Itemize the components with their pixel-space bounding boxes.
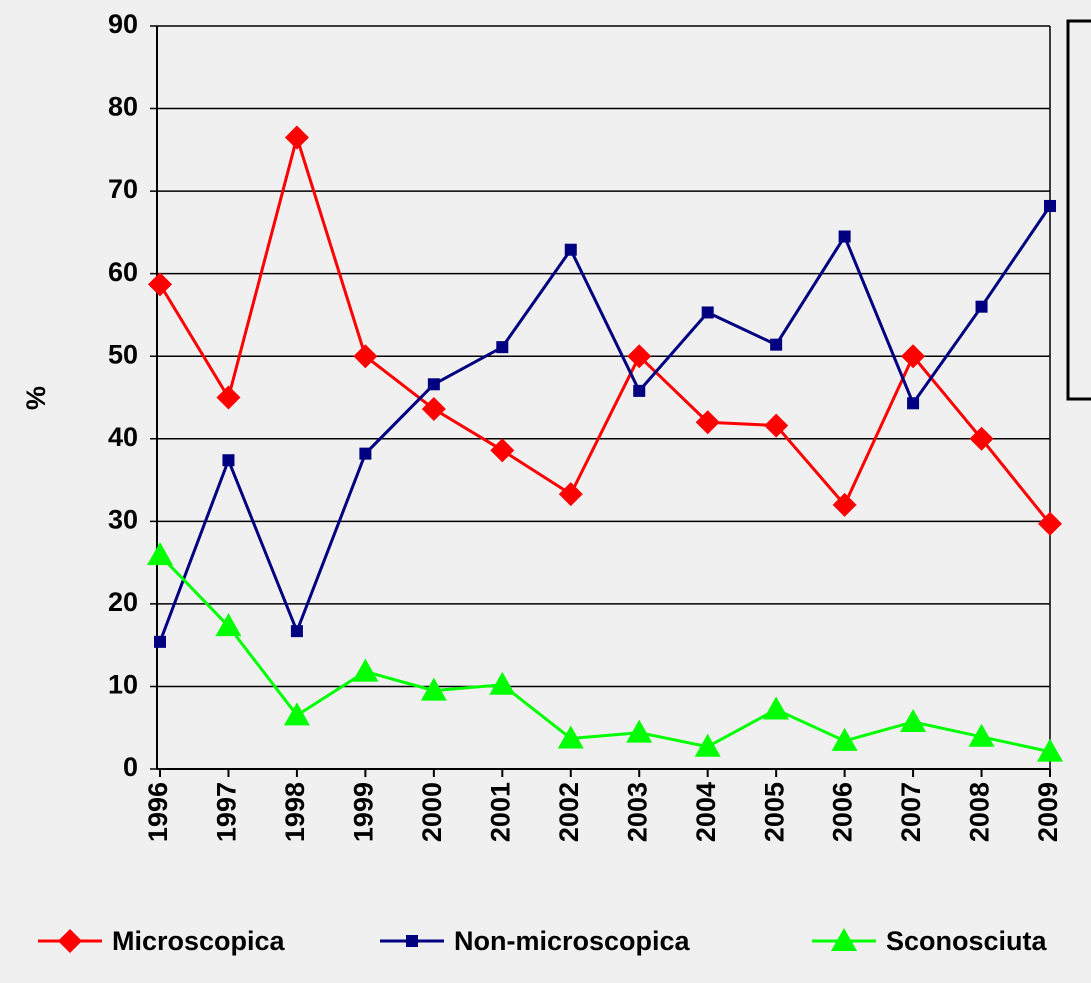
legend-marker	[58, 929, 82, 953]
data-point	[564, 243, 577, 256]
x-tick-label: 1998	[280, 782, 310, 842]
y-tick-label: 90	[108, 9, 138, 39]
data-point	[353, 344, 378, 369]
x-tick-label: 2005	[759, 782, 789, 842]
x-tick-label: 2003	[622, 782, 652, 842]
y-tick-label: 10	[108, 670, 138, 700]
data-point	[975, 300, 988, 313]
data-point	[359, 447, 372, 460]
data-point	[216, 385, 241, 410]
data-point	[496, 341, 509, 354]
x-tick-label: 2006	[828, 782, 858, 842]
data-point	[968, 723, 995, 747]
data-point	[352, 658, 379, 682]
series-line	[158, 554, 1051, 754]
data-point	[626, 719, 653, 743]
y-tick-label: 30	[108, 504, 138, 534]
y-tick-label: 40	[108, 422, 138, 452]
y-tick-label: 50	[108, 339, 138, 369]
x-tick-label: 2001	[485, 782, 515, 842]
x-tick-label: 2002	[554, 782, 584, 842]
data-point	[770, 338, 783, 351]
data-point	[222, 454, 235, 467]
y-tick-label: 20	[108, 587, 138, 617]
data-point	[694, 733, 721, 757]
data-point	[283, 702, 310, 726]
x-tick-label: 2000	[417, 782, 447, 842]
data-point	[901, 344, 926, 369]
x-tick-label: 1999	[349, 782, 379, 842]
data-point	[1038, 511, 1062, 536]
y-tick-label: 60	[108, 257, 138, 287]
data-point	[290, 625, 303, 638]
x-tick-label: 2008	[965, 782, 995, 842]
x-tick-label: 2007	[896, 782, 926, 842]
data-point	[838, 230, 851, 243]
data-point	[420, 677, 447, 701]
data-point	[147, 542, 173, 566]
data-point	[421, 397, 446, 422]
y-axis-title: %	[21, 386, 51, 410]
data-point	[763, 696, 790, 720]
data-point	[1044, 199, 1056, 212]
x-tick-label: 2004	[691, 782, 721, 842]
data-point	[633, 384, 646, 397]
data-point	[1037, 738, 1063, 762]
data-point	[215, 613, 242, 637]
data-point	[489, 671, 516, 695]
empty-box	[1066, 19, 1091, 401]
data-point	[154, 635, 166, 648]
data-point	[284, 125, 309, 150]
y-tick-label: 0	[123, 752, 138, 782]
data-point	[427, 378, 440, 391]
y-tick-label: 70	[108, 174, 138, 204]
data-point	[900, 708, 927, 732]
x-tick-label: 1997	[212, 782, 242, 842]
x-tick-label: 2009	[1033, 782, 1063, 842]
data-point	[764, 413, 789, 438]
data-point	[627, 344, 652, 369]
legend-label: Non-microscopica	[454, 926, 691, 956]
data-point	[831, 727, 858, 751]
legend-label: Microscopica	[112, 926, 286, 956]
data-point	[701, 306, 714, 319]
data-point	[490, 438, 515, 463]
data-point	[969, 426, 994, 451]
data-point	[695, 410, 720, 435]
series-line	[158, 205, 1052, 643]
legend-label: Sconosciuta	[886, 926, 1048, 956]
legend-marker	[831, 928, 857, 951]
x-tick-label: 1996	[143, 782, 173, 842]
y-tick-label: 80	[108, 92, 138, 122]
data-point	[557, 725, 584, 749]
data-point	[558, 482, 583, 507]
data-point	[907, 397, 920, 410]
legend-marker	[406, 935, 418, 947]
data-point	[832, 492, 857, 517]
data-point	[148, 272, 172, 297]
series-line	[158, 132, 1052, 525]
